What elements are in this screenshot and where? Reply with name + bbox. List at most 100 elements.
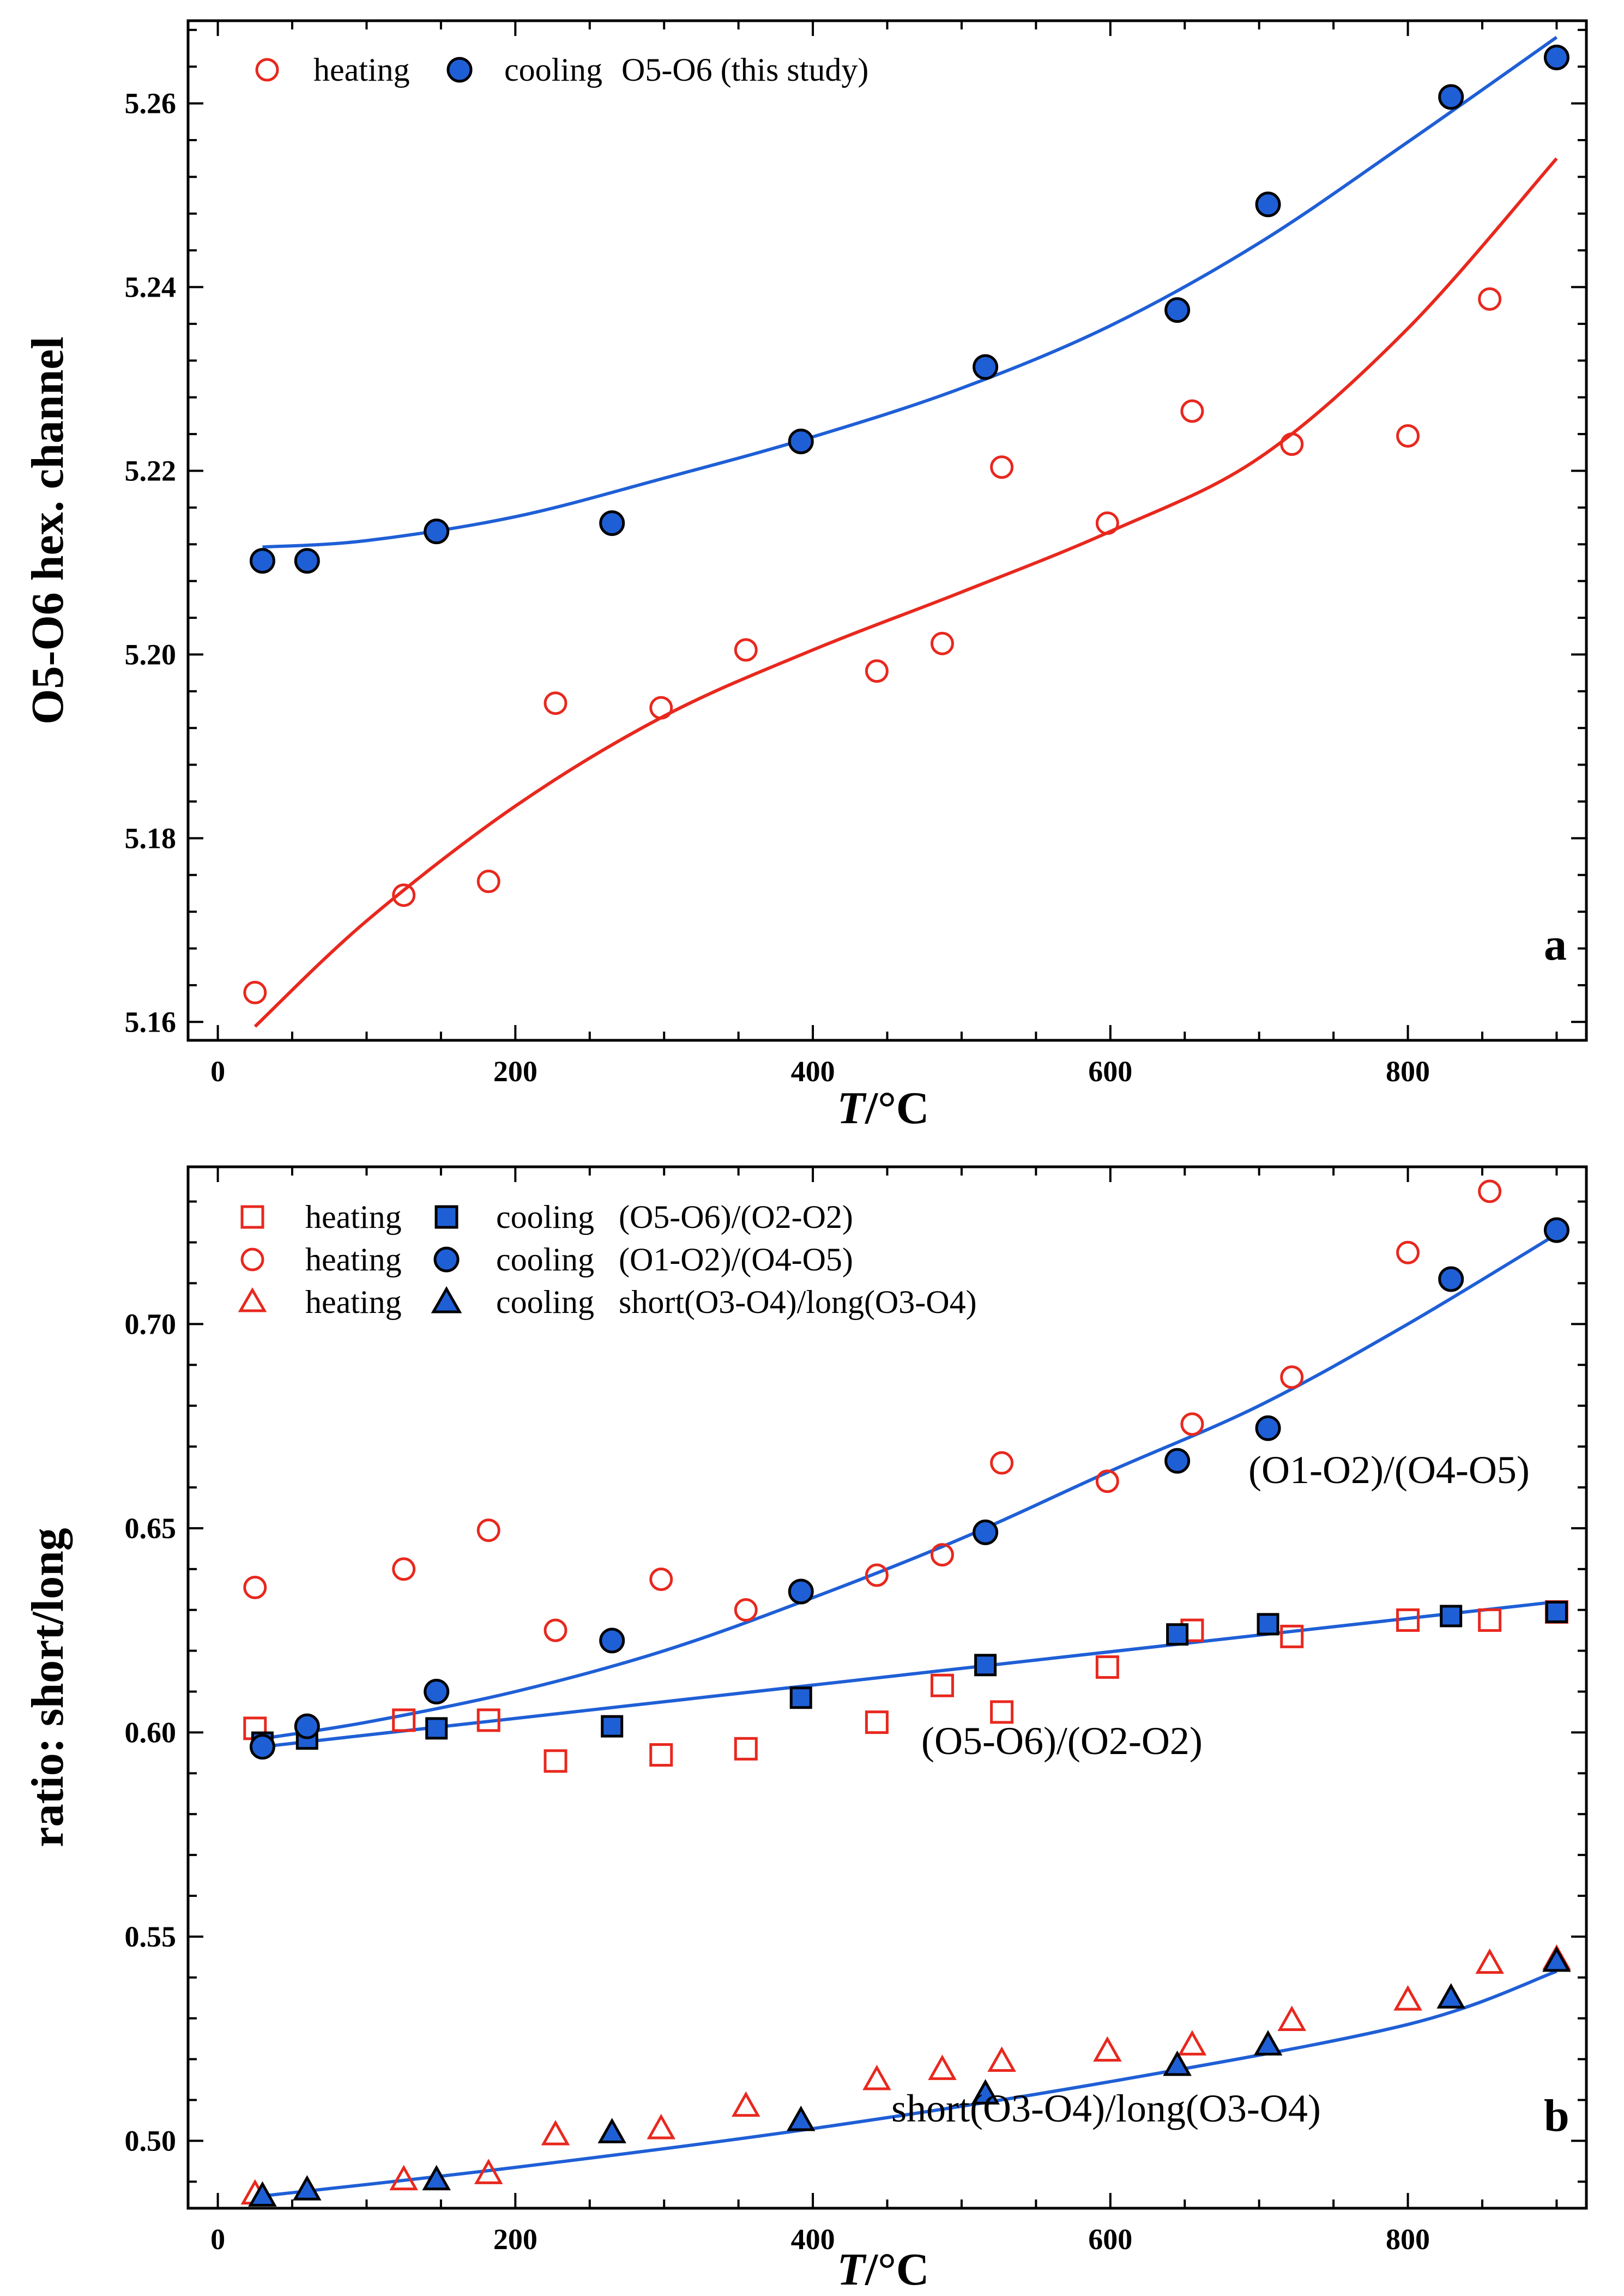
data-point	[392, 1557, 416, 1581]
data-point	[422, 2165, 451, 2191]
data-point	[1545, 1600, 1568, 1623]
x-tick-label: 200	[493, 1055, 538, 1088]
data-point	[971, 2079, 1000, 2105]
data-point	[731, 2091, 760, 2117]
fit-line	[262, 1600, 1557, 1749]
legend-heating-triangle-marker	[238, 1287, 267, 1312]
data-point	[601, 1715, 624, 1738]
y-tick-label: 0.70	[125, 1307, 177, 1340]
y-tick-label: 0.65	[125, 1512, 177, 1545]
data-point	[249, 1734, 275, 1760]
data-point	[990, 1451, 1014, 1475]
x-axis-title-b: T/°C	[837, 2244, 929, 2295]
legend-cooling-label-3: cooling	[496, 1284, 594, 1320]
data-point	[987, 2046, 1016, 2072]
data-point	[865, 1710, 889, 1734]
data-point	[392, 1708, 416, 1732]
data-point	[734, 1598, 758, 1622]
data-point	[930, 1543, 954, 1567]
ticks-b: 0 200 400 600 800 0.50 0.55 0.60 0.65 0.70	[125, 1167, 1586, 2256]
data-point	[1543, 1217, 1569, 1243]
data-point	[476, 1518, 500, 1542]
data-point	[1257, 1613, 1279, 1636]
legend-heating-circle-marker	[240, 1248, 264, 1271]
data-points-a	[243, 44, 1569, 1004]
data-point	[1280, 432, 1304, 456]
data-point	[1095, 511, 1119, 535]
x-tick-label: 800	[1386, 2223, 1430, 2256]
panel-b: 0 200 400 600 800 0.50 0.55 0.60 0.65 0.70 heatin…	[22, 1165, 1588, 2295]
data-point	[930, 1673, 954, 1697]
data-point	[1396, 1240, 1420, 1264]
legend-heating-label-2: heating	[305, 1242, 402, 1277]
data-point	[1180, 1412, 1204, 1436]
fit-line	[262, 1969, 1557, 2198]
data-point	[865, 659, 889, 683]
data-point	[544, 1749, 568, 1773]
data-point	[1164, 297, 1191, 323]
legend-cooling-marker	[446, 57, 473, 83]
data-point	[293, 2175, 322, 2201]
data-point	[788, 1578, 814, 1605]
y-tick-label: 5.18	[125, 822, 177, 854]
data-point	[1543, 44, 1569, 70]
y-axis-title-a: O5-O6 hex. channel	[22, 336, 73, 725]
fit-lines-a	[253, 35, 1558, 1028]
fit-line	[262, 35, 1558, 549]
data-point	[392, 883, 416, 907]
annotation-o3o4: short(O3-O4)/long(O3-O4)	[891, 2087, 1321, 2130]
data-point	[294, 548, 320, 574]
data-point	[1478, 1179, 1502, 1203]
data-point	[862, 2064, 891, 2090]
annotation-o1o2: (O1-O2)/(O4-O5)	[1248, 1448, 1530, 1492]
data-point	[1478, 287, 1502, 311]
data-point	[476, 1708, 500, 1732]
legend-series-name-3: short(O3-O4)/long(O3-O4)	[619, 1284, 977, 1320]
data-point	[649, 1743, 673, 1767]
data-point	[1277, 2005, 1306, 2031]
data-point	[788, 429, 814, 455]
legend-cooling-square-marker	[434, 1205, 458, 1229]
data-point	[541, 2120, 570, 2146]
y-tick-label: 5.24	[125, 271, 177, 304]
legend-series-name-1: (O5-O6)/(O2-O2)	[619, 1199, 853, 1235]
panel-letter-b: b	[1544, 2090, 1569, 2141]
y-tick-label: 0.55	[125, 1920, 177, 1953]
data-point	[734, 638, 758, 662]
data-points-b	[240, 1179, 1571, 2207]
data-point	[544, 1618, 568, 1642]
y-tick-label: 0.50	[125, 2124, 177, 2157]
x-tick-label: 0	[210, 1055, 225, 1088]
x-axis-title-unit-b: /°C	[865, 2244, 929, 2295]
ticks-a: 0 200 400 600 800 5.16 5.18 5.20 5.22 5.24 5.26	[125, 21, 1586, 1088]
data-point	[248, 2181, 277, 2207]
data-point	[599, 1628, 625, 1654]
data-point	[974, 1654, 997, 1677]
data-point	[1280, 1365, 1304, 1389]
x-tick-label: 0	[210, 2223, 225, 2256]
data-point	[1163, 2050, 1192, 2076]
data-point	[1164, 1448, 1191, 1474]
data-point	[649, 1568, 673, 1592]
data-point	[1436, 1983, 1465, 2009]
legend-series-name: O5-O6 (this study)	[621, 52, 868, 88]
x-tick-label: 400	[791, 1055, 835, 1088]
data-point	[1396, 1608, 1420, 1632]
data-point	[973, 1519, 999, 1545]
data-point	[789, 1686, 812, 1709]
legend-heating-label-3: heating	[305, 1284, 402, 1320]
fit-line	[253, 157, 1558, 1028]
data-point	[544, 691, 568, 715]
y-tick-label: 0.60	[125, 1716, 177, 1749]
x-tick-label: 400	[791, 2223, 835, 2256]
data-point	[647, 2113, 676, 2140]
legend-b: heating cooling (O5-O6)/(O2-O2) heating …	[238, 1199, 977, 1320]
data-point	[973, 354, 999, 380]
legend-cooling-label-2: cooling	[496, 1242, 594, 1277]
data-point	[928, 2054, 957, 2080]
y-tick-label: 5.16	[125, 1005, 177, 1038]
x-axis-title-a: T/°C	[837, 1083, 929, 1134]
x-tick-label: 200	[493, 2223, 538, 2256]
data-point	[243, 980, 267, 1004]
data-point	[424, 519, 450, 545]
